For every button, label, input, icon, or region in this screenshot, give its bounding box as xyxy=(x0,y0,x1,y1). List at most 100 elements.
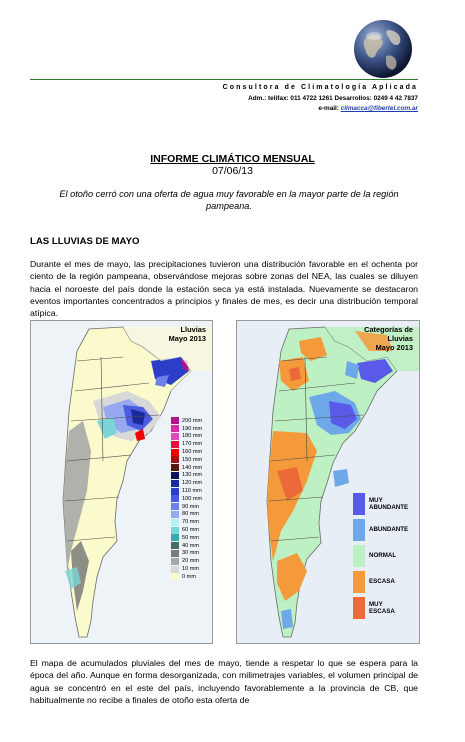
rainfall-legend-item: 180 mm xyxy=(171,432,211,441)
category-map-title-3: Mayo 2013 xyxy=(375,343,413,352)
category-legend-label: ABUNDANTE xyxy=(369,526,408,533)
category-map-title-1: Categorías de xyxy=(364,325,413,334)
company-name: Consultora de Climatología Aplicada xyxy=(222,84,418,91)
rainfall-legend-label: 140 mm xyxy=(182,464,203,471)
rainfall-legend-swatch xyxy=(171,542,179,550)
rainfall-legend-item: 20 mm xyxy=(171,557,211,565)
rainfall-legend-item: 120 mm xyxy=(171,479,211,487)
rainfall-legend-label: 90 mm xyxy=(182,503,200,510)
rainfall-legend-label: 0 mm xyxy=(182,573,196,580)
rainfall-legend-item: 90 mm xyxy=(171,503,211,511)
rainfall-legend-item: 130 mm xyxy=(171,471,211,480)
category-map: Categorías de Lluvias Mayo 2013 MUY ABUND… xyxy=(236,320,420,644)
category-legend-label-line1: MUY xyxy=(369,496,383,504)
rainfall-legend-swatch xyxy=(171,549,179,557)
category-legend-swatch xyxy=(353,597,365,619)
rainfall-legend-label: 190 mm xyxy=(182,425,203,432)
rainfall-legend-swatch xyxy=(171,417,179,425)
category-legend-swatch xyxy=(353,493,365,515)
paragraph-1: Durante el mes de mayo, las precipitacio… xyxy=(30,259,418,319)
rainfall-legend-label: 60 mm xyxy=(182,527,200,534)
category-map-title: Categorías de Lluvias Mayo 2013 xyxy=(364,325,413,352)
category-legend-label-line2: ABUNDANTE xyxy=(369,504,409,511)
rainfall-legend-swatch xyxy=(171,518,179,526)
category-legend-label-line1: ESCASA xyxy=(369,578,395,586)
category-legend-label: NORMAL xyxy=(369,552,396,559)
rainfall-legend-item: 0 mm xyxy=(171,573,211,581)
rainfall-legend-item: 80 mm xyxy=(171,510,211,519)
rainfall-legend-item: 160 mm xyxy=(171,448,211,456)
category-legend-swatch xyxy=(353,545,365,567)
contact-phones: Adm.: telifax: 011 4722 1261 Desarrollos… xyxy=(248,95,418,102)
category-legend-label-line1: ABUNDANTE xyxy=(369,526,409,534)
contact-email-line: e-mail: climacca@fibertel.com.ar xyxy=(318,105,418,112)
category-legend-label-line2: ESCASA xyxy=(369,608,395,615)
rainfall-legend-label: 50 mm xyxy=(182,534,200,541)
rainfall-legend-swatch xyxy=(171,503,179,511)
rainfall-legend-label: 40 mm xyxy=(182,542,200,549)
category-legend-label: ESCASA xyxy=(369,578,395,585)
rainfall-legend-label: 150 mm xyxy=(182,456,203,463)
report-summary: El otoño cerró con una oferta de agua mu… xyxy=(59,189,399,212)
rainfall-legend-item: 200 mm xyxy=(171,417,211,425)
rainfall-legend-label: 180 mm xyxy=(182,433,203,440)
header-divider xyxy=(30,79,418,80)
rainfall-legend-swatch xyxy=(171,510,179,518)
rainfall-legend-swatch xyxy=(171,526,179,534)
rainfall-legend-swatch xyxy=(171,487,179,495)
report-title: INFORME CLIMÁTICO MENSUAL xyxy=(150,153,315,165)
category-legend-swatch xyxy=(353,571,365,593)
rainfall-legend-label: 160 mm xyxy=(182,449,203,456)
category-legend-item: ESCASA xyxy=(353,569,417,595)
category-legend-item: MUY ESCASA xyxy=(353,595,417,621)
rainfall-legend-swatch xyxy=(171,456,179,464)
rainfall-legend-swatch xyxy=(171,534,179,542)
rainfall-legend-swatch xyxy=(171,440,179,448)
rainfall-legend-swatch xyxy=(171,448,179,456)
rainfall-legend-label: 20 mm xyxy=(182,558,200,565)
rainfall-legend-label: 80 mm xyxy=(182,511,200,518)
rainfall-legend-swatch xyxy=(171,557,179,565)
rainfall-legend-item: 100 mm xyxy=(171,495,211,503)
rainfall-legend-swatch xyxy=(171,495,179,503)
category-map-image xyxy=(237,321,419,643)
paragraph-2: El mapa de acumulados pluviales del mes … xyxy=(30,658,418,705)
rainfall-map-title-2: Mayo 2013 xyxy=(168,334,206,343)
rainfall-legend-item: 110 mm xyxy=(171,487,211,495)
report-date: 07/06/13 xyxy=(212,165,253,177)
rainfall-legend-item: 60 mm xyxy=(171,526,211,534)
category-legend-item: NORMAL xyxy=(353,543,417,569)
rainfall-legend-label: 30 mm xyxy=(182,550,200,557)
rainfall-legend-label: 100 mm xyxy=(182,495,203,502)
email-label: e-mail: xyxy=(318,105,339,112)
rainfall-legend-label: 110 mm xyxy=(182,488,202,495)
rainfall-map-image xyxy=(31,321,212,643)
category-legend-swatch xyxy=(353,519,365,541)
category-legend: MUY ABUNDANTE ABUNDANTE NORMAL ESCASA MUY ESCA… xyxy=(353,491,417,621)
category-legend-item: ABUNDANTE xyxy=(353,517,417,543)
rainfall-legend-item: 10 mm xyxy=(171,565,211,573)
rainfall-legend-item: 40 mm xyxy=(171,542,211,550)
rainfall-legend-swatch xyxy=(171,565,179,573)
category-legend-item: MUY ABUNDANTE xyxy=(353,491,417,517)
rainfall-legend-swatch xyxy=(171,479,179,487)
rainfall-legend-item: 140 mm xyxy=(171,464,211,472)
rainfall-legend-swatch xyxy=(171,432,179,440)
rainfall-map: Lluvias Mayo 2013 200 mm 190 mm 180 mm 170 … xyxy=(30,320,213,644)
rainfall-legend-label: 130 mm xyxy=(182,472,203,479)
rainfall-legend-label: 200 mm xyxy=(182,417,203,424)
email-link[interactable]: climacca@fibertel.com.ar xyxy=(340,105,418,112)
rainfall-legend-swatch xyxy=(171,471,179,479)
category-legend-label-line1: MUY xyxy=(369,600,383,608)
category-map-title-2: Lluvias xyxy=(387,334,413,343)
rainfall-legend-item: 50 mm xyxy=(171,534,211,542)
rainfall-legend-item: 170 mm xyxy=(171,440,211,448)
rainfall-legend-label: 70 mm xyxy=(182,519,200,526)
rainfall-map-title: Lluvias Mayo 2013 xyxy=(169,325,206,343)
rainfall-legend-item: 30 mm xyxy=(171,549,211,558)
rainfall-legend-item: 150 mm xyxy=(171,456,211,464)
category-legend-label: MUY ESCASA xyxy=(369,601,395,616)
section-title: LAS LLUVIAS DE MAYO xyxy=(30,236,140,247)
rainfall-legend-label: 170 mm xyxy=(182,441,203,448)
